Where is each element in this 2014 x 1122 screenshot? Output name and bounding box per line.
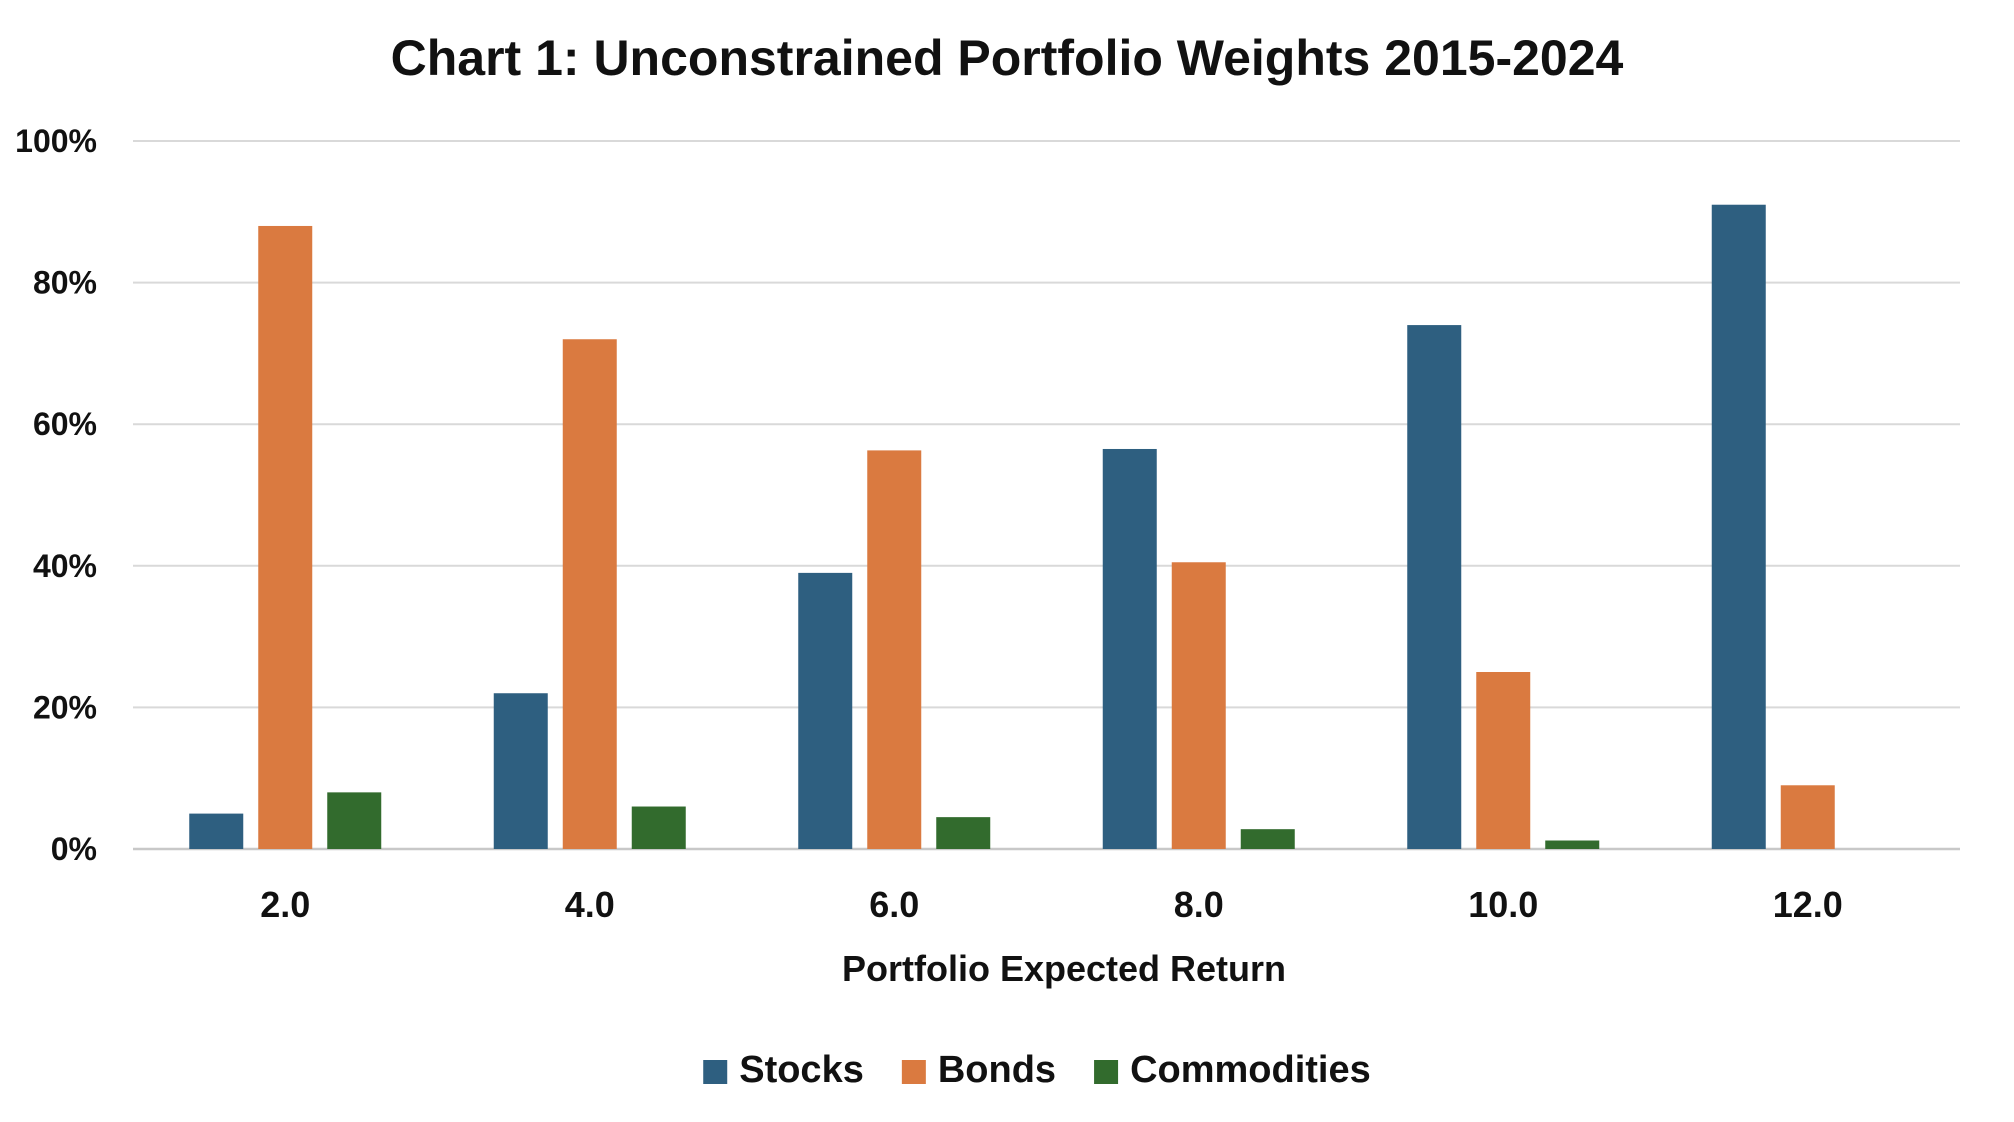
- x-tick-label: 2.0: [260, 884, 310, 925]
- bar-bonds: [867, 450, 922, 849]
- legend-label-stocks: Stocks: [739, 1049, 864, 1091]
- legend-swatch-commodities: [1094, 1060, 1119, 1084]
- bar-commodities: [631, 806, 686, 849]
- x-tick-label: 8.0: [1174, 884, 1224, 925]
- x-tick-label: 6.0: [869, 884, 919, 925]
- x-axis-title: Portfolio Expected Return: [842, 948, 1286, 989]
- bar-stocks: [1102, 448, 1157, 849]
- y-tick-label: 40%: [33, 548, 97, 584]
- legend-swatch-bonds: [901, 1060, 926, 1084]
- legend-swatch-stocks: [703, 1060, 728, 1084]
- y-tick-label: 80%: [33, 265, 97, 301]
- legend-label-bonds: Bonds: [938, 1049, 1056, 1091]
- y-tick-label: 60%: [33, 406, 97, 442]
- x-axis-tick-labels: 2.0 4.0 6.0 8.0 10.0 12.0: [260, 884, 1843, 925]
- bar-commodities: [327, 792, 382, 849]
- y-tick-label: 100%: [15, 123, 97, 159]
- bar-stocks: [493, 693, 548, 849]
- bars: [189, 204, 1835, 850]
- bar-commodities: [1240, 829, 1295, 849]
- bar-commodities: [936, 817, 991, 849]
- y-axis-tick-labels: 0% 20% 40% 60% 80% 100%: [15, 123, 97, 867]
- bar-stocks: [1711, 204, 1766, 850]
- y-tick-label: 0%: [51, 831, 97, 867]
- chart-title: Chart 1: Unconstrained Portfolio Weights…: [391, 30, 1624, 86]
- x-tick-label: 12.0: [1773, 884, 1843, 925]
- bar-bonds: [1780, 785, 1835, 849]
- bar-bonds: [1171, 562, 1226, 849]
- legend-label-commodities: Commodities: [1130, 1049, 1371, 1091]
- bar-bonds: [562, 339, 617, 849]
- bar-stocks: [189, 813, 244, 849]
- gridlines: [133, 140, 1960, 851]
- x-tick-label: 10.0: [1468, 884, 1538, 925]
- legend: Stocks Bonds Commodities: [703, 1049, 1371, 1091]
- bar-commodities: [1545, 840, 1600, 849]
- bar-bonds: [1476, 672, 1531, 849]
- bar-stocks: [1407, 325, 1462, 850]
- x-tick-label: 4.0: [565, 884, 615, 925]
- y-tick-label: 20%: [33, 689, 97, 725]
- bar-stocks: [798, 572, 853, 849]
- bar-bonds: [258, 225, 313, 849]
